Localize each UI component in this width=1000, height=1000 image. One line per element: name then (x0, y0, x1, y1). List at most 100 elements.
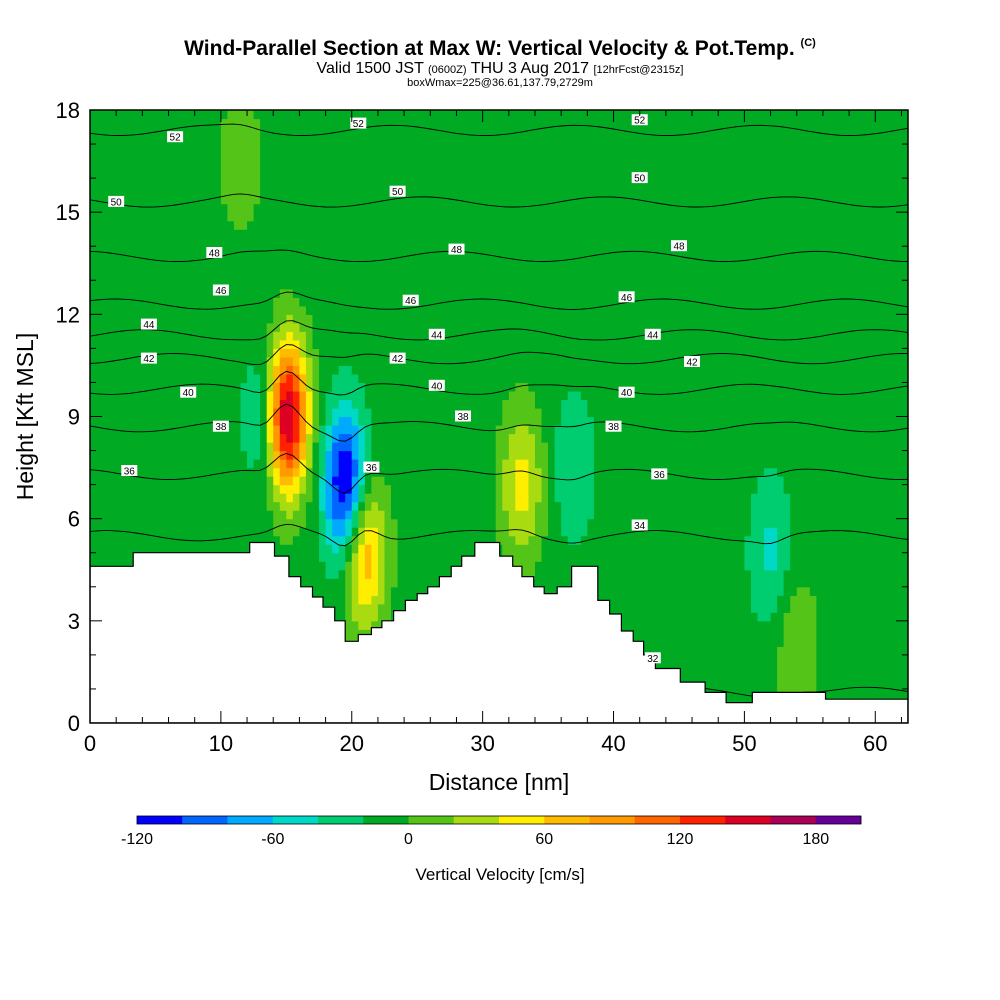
heatmap-cell (404, 493, 412, 503)
heatmap-cell (325, 152, 333, 162)
heatmap-cell (338, 356, 346, 367)
heatmap-cell (397, 373, 405, 384)
heatmap-cell (410, 416, 418, 426)
heatmap-cell (103, 161, 111, 171)
heatmap-cell (502, 390, 510, 401)
heatmap-cell (391, 552, 399, 562)
heatmap-cell (305, 212, 314, 222)
heatmap-cell (286, 569, 294, 579)
heatmap-cell (266, 161, 274, 171)
heatmap-cell (148, 544, 157, 554)
heatmap-cell (391, 407, 399, 418)
heatmap-cell (175, 476, 183, 486)
heatmap-cell (312, 152, 320, 162)
heatmap-cell (103, 237, 111, 247)
heatmap-cell (96, 135, 104, 145)
heatmap-cell (508, 382, 516, 392)
heatmap-cell (240, 544, 248, 554)
heatmap-cell (148, 195, 157, 205)
heatmap-cell (528, 484, 536, 494)
heatmap-cell (338, 305, 346, 315)
heatmap-cell (443, 390, 451, 401)
heatmap-cell (358, 144, 366, 154)
heatmap-cell (266, 535, 274, 545)
heatmap-cell (476, 135, 484, 145)
heatmap-cell (345, 629, 353, 639)
heatmap-cell (449, 305, 458, 315)
heatmap-cell (476, 476, 484, 486)
heatmap-cell (384, 510, 392, 520)
heatmap-cell (371, 612, 379, 622)
heatmap-cell (168, 544, 176, 554)
heatmap-cell (201, 433, 209, 443)
heatmap-cell (436, 535, 444, 545)
heatmap-cell (456, 356, 464, 367)
heatmap-cell (495, 399, 503, 409)
heatmap-cell (508, 518, 516, 528)
heatmap-cell (371, 399, 379, 409)
heatmap-cell (534, 493, 543, 503)
heatmap-cell (90, 348, 98, 358)
heatmap-cell (161, 365, 170, 375)
heatmap-cell (332, 356, 340, 367)
heatmap-cell (377, 399, 386, 409)
heatmap-cell (207, 365, 215, 375)
heatmap-cell (260, 331, 268, 341)
heatmap-cell (305, 390, 314, 401)
heatmap-cell (456, 212, 464, 222)
heatmap-cell (436, 407, 444, 418)
heatmap-cell (129, 229, 137, 239)
heatmap-cell (502, 229, 510, 239)
heatmap-cell (233, 399, 242, 409)
heatmap-cell (384, 127, 392, 137)
heatmap-cell (116, 484, 124, 494)
heatmap-cell (469, 280, 477, 290)
heatmap-cell (410, 203, 418, 213)
heatmap-cell (534, 314, 543, 324)
heatmap-cell (312, 220, 320, 230)
heatmap-cell (168, 322, 176, 332)
heatmap-cell (90, 416, 98, 426)
heatmap-cell (515, 425, 523, 435)
heatmap-cell (377, 169, 386, 179)
heatmap-cell (534, 501, 543, 511)
heatmap-cell (351, 459, 359, 469)
heatmap-cell (377, 186, 386, 196)
heatmap-cell (305, 569, 314, 579)
heatmap-cell (436, 280, 444, 290)
heatmap-cell (417, 186, 425, 196)
heatmap-cell (155, 501, 163, 511)
heatmap-cell (90, 288, 98, 298)
heatmap-cell (220, 271, 229, 281)
heatmap-cell (502, 195, 510, 205)
heatmap-cell (456, 280, 464, 290)
heatmap-cell (103, 535, 111, 545)
heatmap-cell (351, 442, 359, 452)
heatmap-cell (528, 339, 536, 349)
heatmap-cell (240, 518, 248, 528)
heatmap-cell (129, 254, 137, 264)
heatmap-cell (207, 135, 215, 145)
heatmap-cell (397, 544, 405, 554)
heatmap-cell (129, 288, 137, 298)
heatmap-cell (495, 297, 503, 307)
heatmap-cell (417, 433, 425, 443)
heatmap-cell (384, 161, 392, 171)
heatmap-cell (201, 203, 209, 213)
heatmap-cell (247, 152, 255, 162)
heatmap-cell (410, 110, 418, 120)
heatmap-cell (528, 467, 536, 477)
heatmap-cell (436, 501, 444, 511)
heatmap-cell (423, 263, 431, 273)
heatmap-cell (188, 518, 196, 528)
heatmap-cell (332, 399, 340, 409)
heatmap-cell (377, 152, 386, 162)
heatmap-cell (469, 510, 477, 520)
heatmap-cell (305, 416, 314, 426)
heatmap-cell (482, 127, 490, 137)
heatmap-cell (476, 169, 484, 179)
heatmap-cell (305, 535, 314, 545)
heatmap-cell (122, 518, 130, 528)
heatmap-cell (430, 365, 438, 375)
heatmap-cell (449, 382, 458, 392)
